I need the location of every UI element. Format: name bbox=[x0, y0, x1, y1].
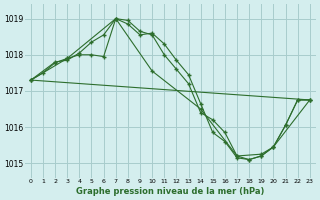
X-axis label: Graphe pression niveau de la mer (hPa): Graphe pression niveau de la mer (hPa) bbox=[76, 187, 265, 196]
